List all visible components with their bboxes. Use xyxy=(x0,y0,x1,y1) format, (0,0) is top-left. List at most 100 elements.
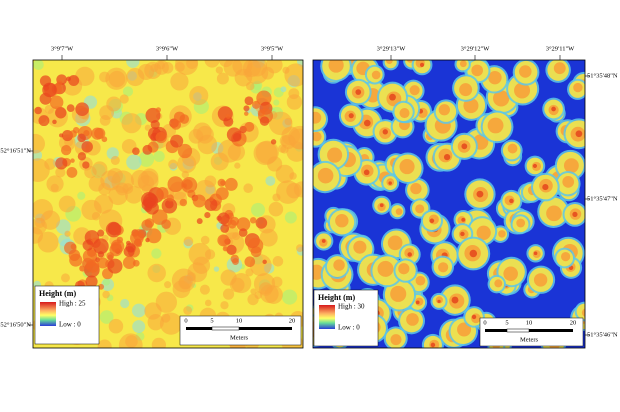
texture xyxy=(132,320,146,334)
texture xyxy=(255,140,279,164)
scale-tick: 0 xyxy=(483,319,486,326)
texture xyxy=(122,256,136,270)
texture xyxy=(155,107,161,113)
texture xyxy=(399,159,415,175)
texture xyxy=(189,86,209,106)
texture xyxy=(81,141,93,153)
scale-box xyxy=(179,315,302,346)
texture xyxy=(390,334,402,346)
texture xyxy=(161,219,171,229)
texture xyxy=(200,235,210,245)
texture xyxy=(386,60,393,64)
texture xyxy=(389,93,396,101)
texture xyxy=(438,104,450,116)
texture xyxy=(98,283,105,290)
texture xyxy=(503,266,518,281)
texture xyxy=(126,60,140,68)
texture xyxy=(255,217,268,229)
texture xyxy=(85,259,100,273)
scale-tick: 20 xyxy=(570,319,577,326)
scale-tick: 5 xyxy=(210,317,213,324)
texture xyxy=(438,262,449,273)
texture xyxy=(461,217,466,222)
texture xyxy=(243,68,252,78)
texture xyxy=(222,288,235,300)
texture xyxy=(509,198,514,204)
texture xyxy=(493,90,510,107)
texture xyxy=(118,333,143,348)
texture xyxy=(52,119,57,125)
texture xyxy=(151,337,167,348)
texture xyxy=(226,244,237,255)
texture xyxy=(137,63,155,81)
texture xyxy=(91,212,101,221)
texture xyxy=(99,310,114,324)
texture xyxy=(91,127,104,140)
texture xyxy=(410,182,422,195)
texture xyxy=(335,214,349,228)
texture xyxy=(348,113,354,119)
texture xyxy=(60,144,72,156)
texture xyxy=(105,221,122,238)
texture xyxy=(79,265,86,272)
texture xyxy=(327,147,343,163)
texture xyxy=(177,154,197,174)
texture xyxy=(75,66,95,86)
texture xyxy=(317,167,334,184)
longitude-label: 3°29'12"W xyxy=(461,45,491,52)
frame xyxy=(32,59,304,349)
texture xyxy=(533,251,538,256)
legend-high: High : 30 xyxy=(338,303,365,311)
texture xyxy=(270,139,277,145)
texture xyxy=(142,144,153,155)
texture xyxy=(220,269,237,286)
texture xyxy=(409,85,420,96)
texture xyxy=(264,285,283,304)
texture xyxy=(243,183,253,194)
latitude-label: 51°35'47"N xyxy=(587,195,618,202)
texture xyxy=(363,119,371,127)
texture xyxy=(284,211,297,224)
longitude-label: 3°9'6"W xyxy=(156,45,179,52)
texture xyxy=(437,299,441,303)
texture xyxy=(225,114,231,119)
texture xyxy=(430,342,436,348)
texture xyxy=(561,251,571,262)
texture xyxy=(459,60,467,68)
texture xyxy=(151,248,162,259)
texture xyxy=(119,94,129,104)
longitude-label: 3°29'13"W xyxy=(377,45,407,52)
texture xyxy=(175,60,199,75)
texture xyxy=(147,263,166,283)
scale-tick: 5 xyxy=(505,319,508,326)
texture xyxy=(98,182,111,196)
texture xyxy=(542,183,549,191)
texture xyxy=(102,290,110,299)
texture xyxy=(75,102,89,117)
texture xyxy=(224,177,238,191)
texture xyxy=(222,246,228,252)
texture xyxy=(234,162,241,169)
scale-unit: Meters xyxy=(230,334,249,341)
texture xyxy=(170,72,189,91)
texture xyxy=(581,308,585,317)
texture xyxy=(563,158,579,174)
texture xyxy=(77,191,86,200)
texture xyxy=(390,285,407,302)
texture xyxy=(275,164,294,184)
texture xyxy=(419,62,425,67)
texture xyxy=(130,169,150,189)
texture xyxy=(44,158,56,170)
texture xyxy=(551,106,556,112)
texture xyxy=(177,143,193,159)
texture xyxy=(97,257,109,269)
texture xyxy=(122,86,134,97)
texture xyxy=(133,229,145,241)
texture xyxy=(101,136,108,143)
texture xyxy=(227,143,246,161)
texture xyxy=(82,239,94,251)
texture xyxy=(141,199,153,211)
texture xyxy=(498,230,506,238)
texture xyxy=(379,203,384,208)
texture xyxy=(66,167,78,178)
